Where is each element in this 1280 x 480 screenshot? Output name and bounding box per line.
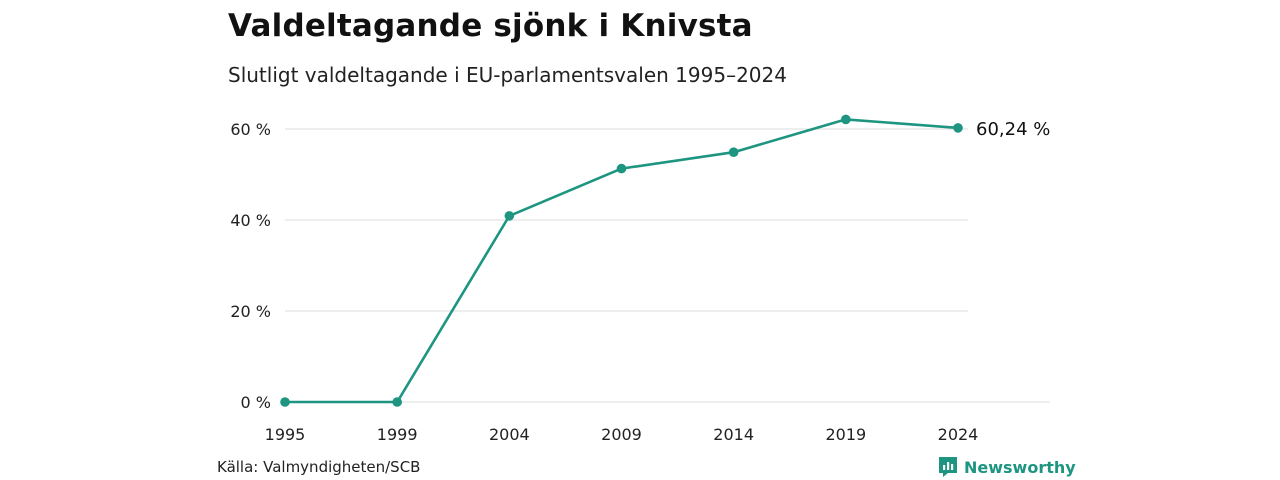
data-points <box>280 114 963 407</box>
chart-subtitle: Slutligt valdeltagande i EU-parlamentsva… <box>228 63 787 87</box>
data-point <box>953 123 963 133</box>
gridlines <box>285 128 1050 403</box>
series-line-path <box>283 118 960 404</box>
data-labels: 60,24 % <box>976 119 1050 140</box>
y-tick-label: 20 % <box>230 302 271 321</box>
y-tick-label: 40 % <box>230 211 271 230</box>
y-axis-ticks: 0 % 20 % 40 % 60 % <box>230 120 271 412</box>
chart-title: Valdeltagande sjönk i Knivsta <box>228 8 753 44</box>
series-line <box>283 118 960 404</box>
end-value-label: 60,24 % <box>976 119 1050 140</box>
data-point <box>392 397 402 407</box>
newsworthy-logo-text: Newsworthy <box>964 457 1076 477</box>
x-tick-label: 2024 <box>938 425 979 444</box>
source-note: Källa: Valmyndigheten/SCB <box>217 458 421 476</box>
newsworthy-logo: Newsworthy <box>938 456 1076 478</box>
x-axis-ticks: 1995 1999 2004 2009 2014 2019 2024 <box>265 425 979 444</box>
data-point <box>841 114 851 125</box>
x-tick-label: 2009 <box>601 425 642 444</box>
x-tick-label: 2019 <box>825 425 866 444</box>
data-point <box>504 211 515 221</box>
data-point <box>280 397 290 407</box>
newsworthy-logo-icon <box>939 457 957 477</box>
x-tick-label: 1995 <box>265 425 306 444</box>
y-tick-label: 60 % <box>230 120 271 139</box>
x-tick-label: 1999 <box>377 425 418 444</box>
data-point <box>728 147 739 158</box>
x-tick-label: 2004 <box>489 425 530 444</box>
y-tick-label: 0 % <box>241 393 271 412</box>
data-point <box>616 163 627 174</box>
x-tick-label: 2014 <box>713 425 754 444</box>
